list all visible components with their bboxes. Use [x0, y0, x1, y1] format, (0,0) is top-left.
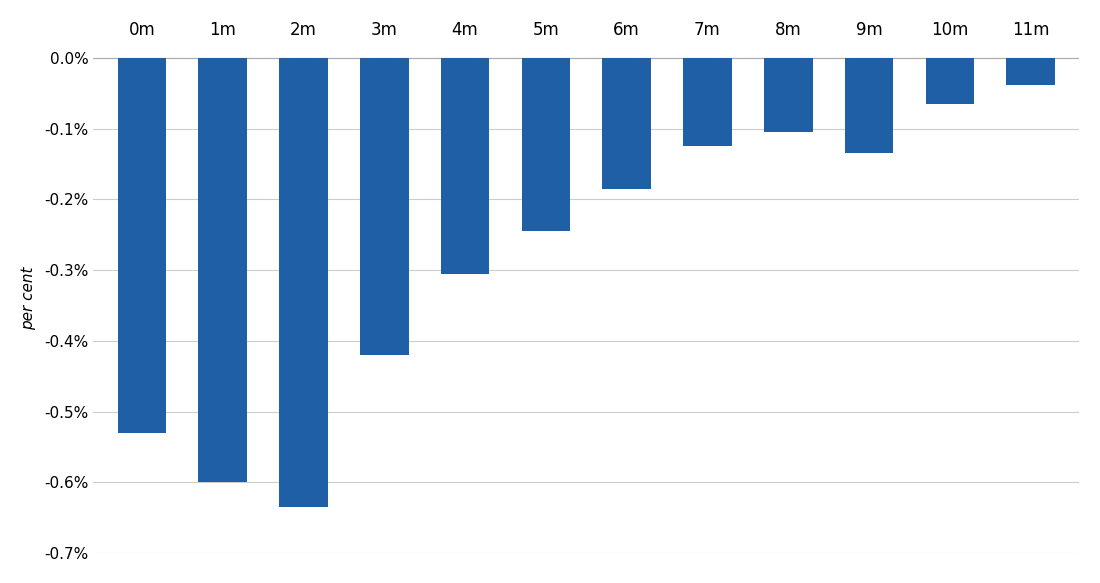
Bar [683, 58, 732, 146]
Bar [360, 58, 408, 355]
Bar [603, 58, 651, 189]
Bar [845, 58, 893, 153]
Bar [198, 58, 246, 482]
Bar [118, 58, 166, 433]
Bar [925, 58, 975, 104]
Bar [441, 58, 490, 273]
Bar [764, 58, 813, 132]
Bar [279, 58, 328, 507]
Y-axis label: per cent: per cent [21, 266, 36, 330]
Bar [521, 58, 570, 231]
Bar [1006, 58, 1055, 85]
